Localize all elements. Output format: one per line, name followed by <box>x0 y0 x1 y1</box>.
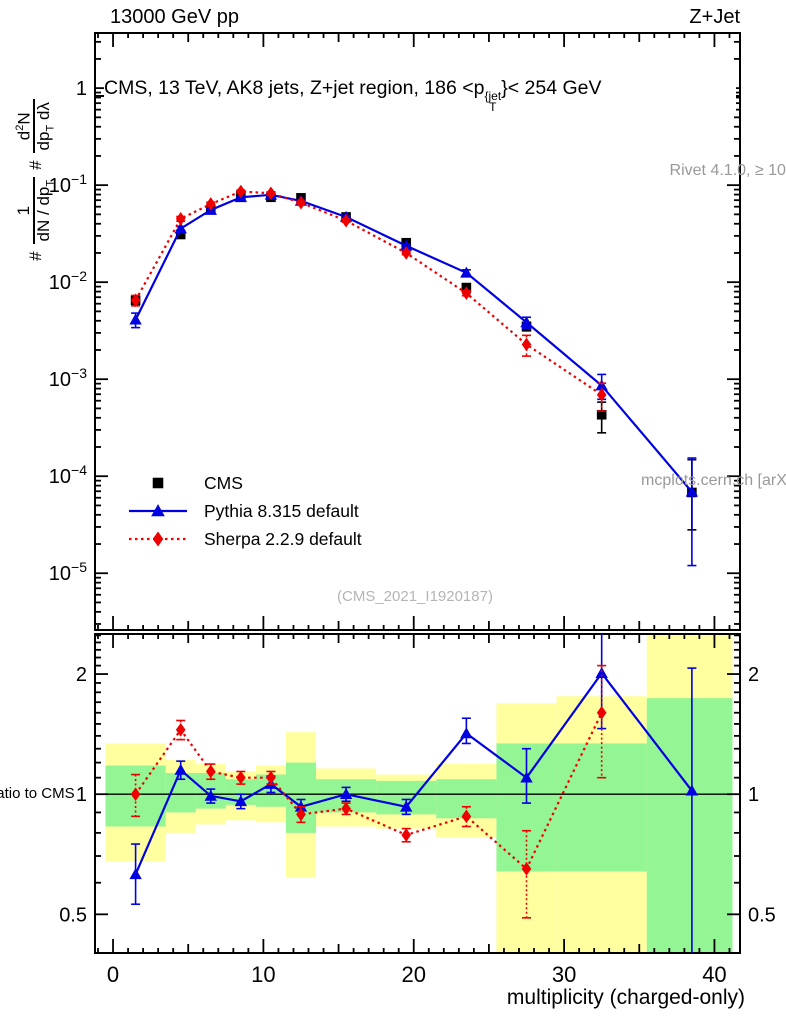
ratio-y-tick-label-left: 2 <box>76 664 87 686</box>
x-axis-title: multiplicity (charged-only) <box>506 986 745 1009</box>
legend-item-sherpa: Sherpa 2.2.9 default <box>126 525 362 553</box>
ratio-uncertainty-bands <box>105 634 733 953</box>
plot-title: CMS, 13 TeV, AK8 jets, Z+jet region, 186… <box>104 77 736 114</box>
legend-label-pythia: Pythia 8.315 default <box>204 500 359 521</box>
main-y-tick-label: 10−4 <box>49 462 87 488</box>
main-y-tick-label: 10−5 <box>49 559 87 585</box>
band-inner <box>556 743 647 872</box>
analysis-id-watermark: (CMS_2021_I1920187) <box>337 588 493 605</box>
x-tick-label: 10 <box>251 962 275 987</box>
legend-label-sherpa: Sherpa 2.2.9 default <box>204 528 362 549</box>
legend-item-cms: CMS <box>126 469 362 497</box>
process-label: Z+Jet <box>689 6 740 28</box>
legend: CMS Pythia 8.315 default Sherpa 2.2.9 de… <box>126 469 362 553</box>
beam-energy-label: 13000 GeV pp <box>110 6 239 28</box>
pythia-ratio-series <box>129 634 699 953</box>
tick-marks <box>95 33 740 954</box>
hash-glyph: # <box>26 251 45 261</box>
sherpa-diamond-icon <box>129 531 187 547</box>
band-inner <box>646 698 733 953</box>
plot-title-sup: {jet <box>484 89 502 103</box>
plot-title-pre: CMS, 13 TeV, AK8 jets, Z+jet region, 186… <box>104 77 485 99</box>
main-y-tick-label: 10−1 <box>49 171 87 197</box>
rivet-version-caption: Rivet 4.1.0, ≥ 100k events <box>669 162 786 179</box>
y-axis-label: # 1 dN / dpT # d2N dpT dλ <box>14 30 58 330</box>
x-tick-label: 40 <box>702 962 726 987</box>
fraction-one-over-dndpt: 1 dN / dpT <box>14 176 57 245</box>
ratio-y-tick-label-right: 2 <box>748 664 759 686</box>
ratio-y-tick-label-left: 1 <box>76 784 87 806</box>
pt-supsub: {jet T <box>484 89 502 115</box>
sherpa-series <box>130 184 607 412</box>
sherpa-ratio-series <box>130 664 607 919</box>
plot-title-post: }< 254 GeV <box>501 77 602 99</box>
main-frame <box>94 32 741 631</box>
ratio-axis-label: Ratio to CMS <box>0 785 75 802</box>
main-y-tick-label: 1 <box>76 78 87 100</box>
hash-glyph: # <box>26 160 45 170</box>
x-tick-label: 30 <box>552 962 576 987</box>
x-tick-label: 0 <box>107 962 119 987</box>
legend-item-pythia: Pythia 8.315 default <box>126 497 362 525</box>
legend-label-cms: CMS <box>204 472 243 493</box>
cms-square-icon <box>152 477 164 489</box>
mcplots-arxiv-caption: mcplots.cern.ch [arXiv:1306.3436] <box>641 472 786 489</box>
ratio-y-tick-label-right: 0.5 <box>748 904 776 926</box>
ratio-y-tick-label-left: 0.5 <box>59 904 87 926</box>
main-y-tick-label: 10−3 <box>49 365 87 391</box>
tick-labels: 1 10−1 10−2 10−3 10−4 10−5 0 10 20 30 40 2 2 1 1 0.5 0.5 <box>49 78 776 987</box>
ratio-y-tick-label-right: 1 <box>748 784 759 806</box>
main-y-tick-label: 10−2 <box>49 268 87 294</box>
x-tick-label: 20 <box>401 962 425 987</box>
fraction-d2n: d2N dpT dλ <box>14 99 58 154</box>
pythia-triangle-icon <box>129 504 187 517</box>
plot-title-sub: T <box>489 100 497 115</box>
